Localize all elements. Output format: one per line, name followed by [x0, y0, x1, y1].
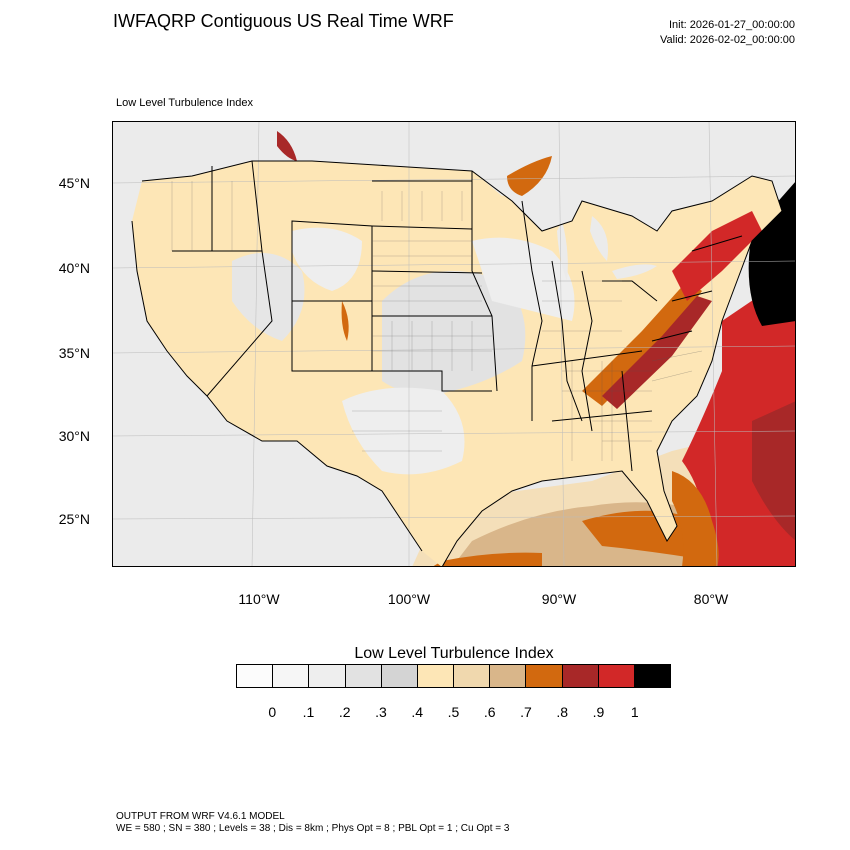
rockies-orange: [277, 131, 297, 161]
colorbar: [236, 664, 671, 688]
atlantic-black: [748, 181, 796, 326]
colorbar-label: 0: [268, 704, 277, 720]
colorbar-label: .6: [483, 704, 496, 720]
wyoming-grey: [292, 227, 362, 291]
colorbar-label: .4: [411, 704, 424, 720]
colorbar-swatch: [562, 665, 599, 687]
gulf-orange-band-2: [432, 552, 542, 567]
colorbar-swatch: [309, 665, 346, 687]
colorbar-label: .1: [302, 704, 315, 720]
graticule: [112, 121, 796, 567]
init-time: Init: 2026-01-27_00:00:00: [669, 19, 795, 31]
colorbar-swatch: [345, 665, 382, 687]
colorbar-label: .7: [520, 704, 532, 720]
lake-huron: [590, 216, 608, 261]
colorbar-swatch: [490, 665, 527, 687]
atlantic-dark-red: [752, 401, 796, 541]
lat-label-25: 25°N: [58, 511, 90, 527]
midwest-grey: [472, 237, 575, 321]
lon-label-80w: 80°W: [693, 591, 729, 607]
colorbar-swatch: [526, 665, 563, 687]
colorbar-swatch: [417, 665, 455, 687]
lat-label-40: 40°N: [58, 260, 90, 276]
turbulence-map: [112, 121, 796, 567]
model-footer-line1: OUTPUT FROM WRF V4.6.1 MODEL: [116, 811, 285, 822]
state-boundaries: [131, 160, 783, 567]
colorbar-swatch: [598, 665, 635, 687]
colorado-orange: [341, 301, 349, 341]
field-subtitle: Low Level Turbulence Index: [116, 97, 253, 109]
county-lines: [171, 181, 703, 461]
colorbar-swatch: [634, 665, 671, 687]
appalachian-red: [602, 296, 712, 409]
lon-label-100w: 100°W: [387, 591, 431, 607]
colorbar-label: .9: [592, 704, 605, 720]
lake-michigan: [557, 221, 568, 281]
colorbar-label: 1: [630, 704, 639, 720]
colorbar-swatch: [381, 665, 418, 687]
lat-label-35: 35°N: [58, 345, 90, 361]
colorbar-swatch: [237, 665, 274, 687]
lat-label-45: 45°N: [58, 175, 90, 191]
valid-time: Valid: 2026-02-02_00:00:00: [660, 34, 795, 46]
plains-grey: [382, 271, 526, 395]
lon-label-90w: 90°W: [541, 591, 577, 607]
colorbar-swatch: [273, 665, 310, 687]
atlantic-orange: [672, 471, 719, 567]
lon-label-110w: 110°W: [238, 591, 280, 607]
colorbar-title: Low Level Turbulence Index: [354, 645, 554, 662]
plot-title: IWFAQRP Contiguous US Real Time WRF: [113, 11, 454, 31]
colorbar-label: .8: [556, 704, 569, 720]
model-footer-line2: WE = 580 ; SN = 380 ; Levels = 38 ; Dis …: [116, 823, 510, 834]
minnesota-orange: [507, 156, 552, 196]
colorbar-label: .3: [375, 704, 387, 720]
colorbar-label: .2: [338, 704, 351, 720]
lake-erie: [612, 264, 657, 279]
colorbar-swatch: [454, 665, 491, 687]
lat-label-30: 30°N: [58, 428, 90, 444]
northeast-red: [672, 211, 762, 301]
colorbar-label: .5: [447, 704, 460, 720]
